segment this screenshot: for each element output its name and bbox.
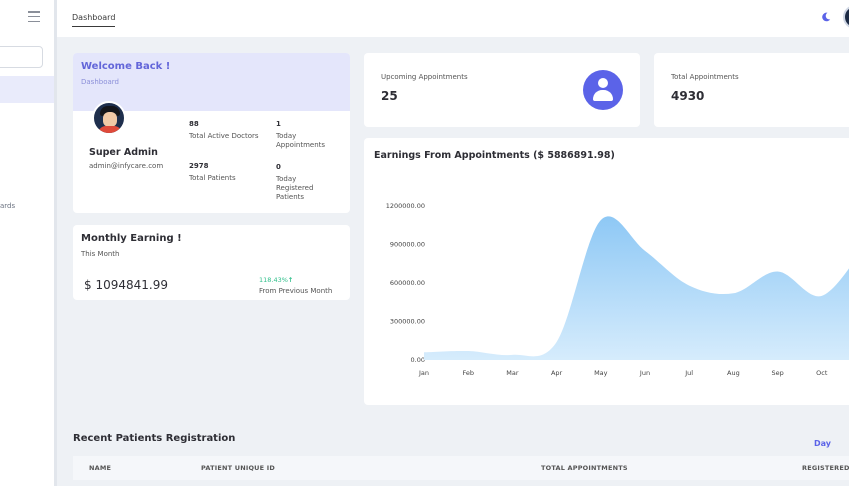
data-point[interactable] [600, 219, 602, 221]
monthly-percent: 118.43%↑ [259, 276, 293, 284]
top-header: Dashboard [57, 0, 849, 37]
earnings-chart-card: Earnings From Appointments ($ 5886891.98… [364, 138, 849, 405]
stat-value: 2978 [189, 162, 209, 170]
y-tick-label: 600000.00 [390, 279, 425, 287]
welcome-title: Welcome Back ! [81, 61, 171, 72]
breadcrumb-underline [72, 26, 115, 27]
data-point[interactable] [732, 292, 734, 294]
data-point[interactable] [467, 350, 469, 352]
percent-value: 118.43% [259, 276, 288, 284]
user-name: Super Admin [89, 147, 158, 158]
column-header-name[interactable]: NAME [89, 464, 112, 472]
x-tick-label: Jun [639, 369, 650, 377]
y-tick-label: 0.00 [411, 356, 425, 364]
upcoming-label: Upcoming Appointments [381, 73, 468, 81]
stat-today-registered: 0 Today Registered Patients [276, 163, 326, 202]
profile-avatar [92, 101, 126, 135]
total-appointments-card: Total Appointments 4930 [654, 53, 849, 127]
tab-day[interactable]: Day [814, 439, 832, 448]
x-tick-label: Feb [462, 369, 474, 377]
stat-value: 88 [189, 120, 199, 128]
sidebar-search-input[interactable] [0, 46, 43, 68]
data-point[interactable] [511, 354, 513, 356]
data-point[interactable] [821, 295, 823, 297]
x-tick-label: Jul [684, 369, 693, 377]
sidebar-item-label[interactable]: ards [0, 202, 16, 210]
x-tick-label: Sep [771, 369, 783, 377]
stat-total-patients: 2978 Total Patients [189, 162, 259, 183]
user-email: admin@infycare.com [89, 162, 164, 170]
stat-label: Today Appointments [276, 132, 326, 149]
data-point[interactable] [688, 285, 690, 287]
data-point[interactable] [777, 270, 779, 272]
x-tick-label: Aug [727, 369, 740, 377]
stat-label: Total Patients [189, 174, 236, 182]
stat-value: 0 [276, 163, 281, 171]
total-appointments-value: 4930 [671, 89, 705, 103]
earnings-area-chart: 0.00 300000.00 600000.00 900000.00 1200000.0… [386, 202, 849, 377]
y-tick-label: 900000.00 [390, 241, 425, 249]
arrow-up-icon: ↑ [287, 276, 294, 284]
monthly-percent-label: From Previous Month [259, 287, 333, 295]
doctor-icon [583, 70, 623, 110]
chart-title: Earnings From Appointments ($ 5886891.98… [374, 150, 615, 161]
stat-label: Total Active Doctors [189, 132, 259, 140]
hamburger-icon[interactable] [28, 11, 40, 22]
data-point[interactable] [556, 341, 558, 343]
monthly-title: Monthly Earning ! [81, 233, 182, 244]
upcoming-value: 25 [381, 89, 398, 103]
sidebar-item-dashboard[interactable] [0, 76, 54, 103]
x-tick-label: Apr [551, 369, 563, 377]
stat-today-appointments: 1 Today Appointments [276, 120, 336, 150]
x-tick-label: Oct [816, 369, 828, 377]
data-point[interactable] [423, 351, 425, 353]
column-header-registered[interactable]: REGISTERED [802, 464, 849, 472]
user-avatar[interactable] [843, 5, 849, 29]
stat-active-doctors: 88 Total Active Doctors [189, 120, 259, 141]
column-header-total-appointments[interactable]: TOTAL APPOINTMENTS [541, 464, 628, 472]
breadcrumb[interactable]: Dashboard [72, 13, 116, 22]
x-tick-label: Jan [418, 369, 429, 377]
total-appointments-label: Total Appointments [671, 73, 739, 81]
moon-icon[interactable] [821, 12, 831, 22]
series-area [424, 216, 849, 360]
column-header-unique-id[interactable]: PATIENT UNIQUE ID [201, 464, 275, 472]
x-tick-label: Mar [506, 369, 519, 377]
x-tick-label: May [594, 369, 608, 377]
welcome-subtitle: Dashboard [81, 78, 119, 86]
upcoming-appointments-card: Upcoming Appointments 25 [364, 53, 640, 127]
table-header: NAME PATIENT UNIQUE ID TOTAL APPOINTMENT… [73, 456, 849, 480]
monthly-subtitle: This Month [81, 250, 120, 258]
monthly-earning-card: Monthly Earning ! This Month $ 1094841.9… [73, 225, 350, 300]
recent-patients-title: Recent Patients Registration [73, 433, 236, 444]
y-tick-label: 1200000.00 [386, 202, 425, 210]
y-tick-label: 300000.00 [390, 318, 425, 326]
data-point[interactable] [644, 250, 646, 252]
monthly-amount: $ 1094841.99 [84, 278, 168, 292]
sidebar: ards [0, 0, 57, 486]
welcome-card: Welcome Back ! Dashboard Super Admin adm… [73, 53, 350, 213]
stat-label: Today Registered Patients [276, 175, 314, 201]
welcome-banner: Welcome Back ! Dashboard [73, 53, 350, 111]
stat-value: 1 [276, 120, 281, 128]
